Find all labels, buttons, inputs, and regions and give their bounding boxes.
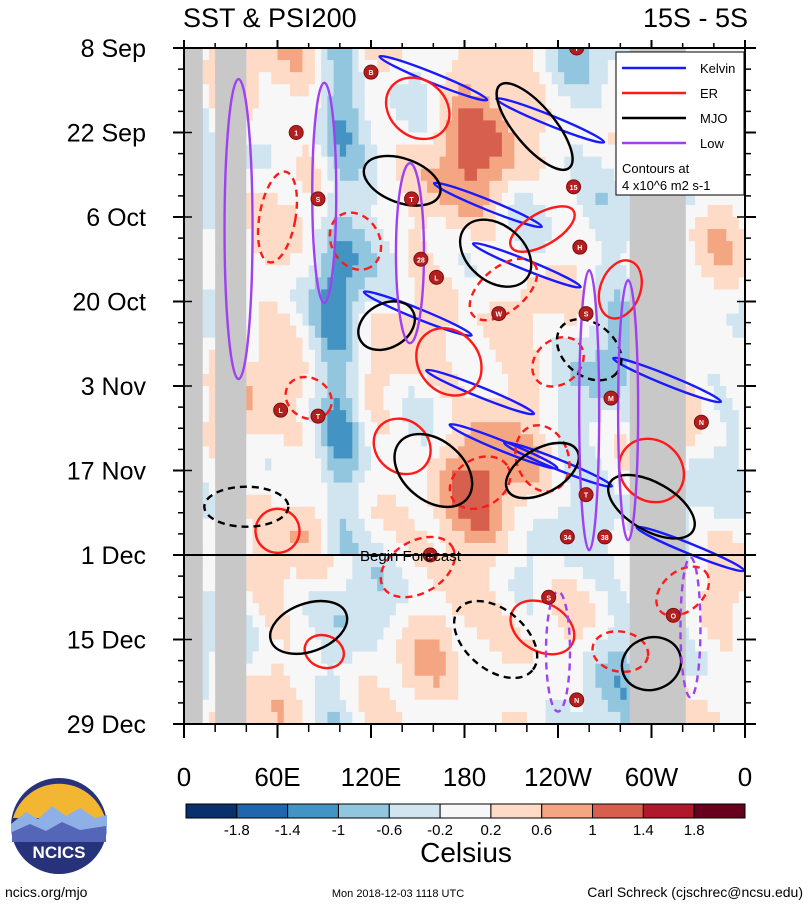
colorbar-bin <box>693 803 746 819</box>
tc-marker: 1 <box>288 125 304 140</box>
y-tick-label: 1 Dec <box>81 542 146 570</box>
y-tick-label: 15 Dec <box>67 627 146 655</box>
colorbar-label: -1.4 <box>275 822 301 839</box>
colorbar-label: 1 <box>588 822 596 839</box>
legend-note-2: 4 x10^6 m2 s-1 <box>622 178 710 193</box>
y-tick-label: 22 Sep <box>67 120 146 148</box>
legend-label: MJO <box>700 111 727 126</box>
tc-marker: 34 <box>559 529 575 545</box>
tc-marker: S <box>578 306 594 322</box>
x-tick-label: 60W <box>625 762 679 792</box>
timestamp: Mon 2018-12-03 1118 UTC <box>332 888 464 900</box>
region-label: 15S - 5S <box>643 3 748 33</box>
x-tick-label: 60E <box>254 762 300 792</box>
tc-marker: T <box>569 48 585 56</box>
site-link[interactable]: ncics.org/mjo <box>5 884 88 900</box>
legend-label: Low <box>700 136 724 151</box>
tc-marker: T <box>310 408 326 424</box>
y-tick-label: 20 Oct <box>72 289 146 317</box>
colorbar: -1.8 -1.4 -1 -0.6 -0.2 0.2 0.6 1 1.4 1.8 <box>185 803 746 839</box>
tc-marker: 28 <box>413 251 429 267</box>
legend: Kelvin ER MJO Low Contours at 4 x10^6 m2 s-… <box>615 51 745 196</box>
forecast-label: Begin Forecast <box>360 548 462 565</box>
colorbar-bin <box>236 803 289 819</box>
colorbar-bin <box>490 803 543 819</box>
tc-marker: O <box>665 607 681 623</box>
colorbar-label: 1.8 <box>684 822 705 839</box>
colorbar-bin <box>388 803 441 819</box>
ncics-logo: NCICS <box>11 778 107 874</box>
author-credit: Carl Schreck (cjschrec@ncsu.edu) <box>587 884 803 900</box>
colorbar-label: 0.2 <box>480 822 501 839</box>
colorbar-bin <box>592 803 644 819</box>
legend-note-1: Contours at <box>622 161 690 176</box>
colorbar-label: -0.2 <box>427 822 453 839</box>
tc-marker: N <box>569 692 585 708</box>
colorbar-label: -1 <box>332 822 345 839</box>
tc-marker: H <box>572 239 588 255</box>
tc-marker: M <box>603 390 619 406</box>
y-axis: 8 Sep 22 Sep 6 Oct 20 Oct 3 Nov 17 Nov 1 Dec 15… <box>67 35 756 739</box>
tc-marker: T <box>404 191 420 207</box>
x-tick-label: 0 <box>177 762 191 792</box>
colorbar-unit: Celsius <box>420 837 512 868</box>
tc-marker: S <box>310 191 326 207</box>
colorbar-bin <box>642 803 695 819</box>
y-tick-label: 6 Oct <box>86 204 146 232</box>
tc-marker: W <box>491 306 507 322</box>
tc-marker: B <box>363 64 379 80</box>
chart-title: SST & PSI200 <box>183 3 357 33</box>
legend-label: ER <box>700 86 718 101</box>
colorbar-label: 1.4 <box>633 822 654 839</box>
x-tick-label: 180 <box>443 762 486 792</box>
y-tick-label: 29 Dec <box>67 711 146 739</box>
colorbar-bin <box>287 803 339 819</box>
x-tick-label: 120W <box>524 762 592 792</box>
logo-text: NCICS <box>33 843 86 862</box>
tc-marker: N <box>693 414 709 430</box>
colorbar-bin <box>541 803 594 819</box>
tc-marker: S <box>541 589 557 605</box>
y-tick-label: 3 Nov <box>81 373 147 401</box>
colorbar-bin <box>337 803 390 819</box>
x-tick-label: 0 <box>738 762 752 792</box>
tc-marker: 38 <box>597 529 613 545</box>
colorbar-label: -1.8 <box>224 822 250 839</box>
x-axis: 0 60E 120E 180 120W 60W 0 <box>177 40 752 792</box>
tc-marker: T <box>578 487 594 503</box>
colorbar-label: 0.6 <box>531 822 552 839</box>
x-tick-label: 120E <box>341 762 402 792</box>
colorbar-bin <box>185 803 238 819</box>
legend-label: Kelvin <box>700 61 735 76</box>
colorbar-bin <box>439 803 492 819</box>
y-tick-label: 8 Sep <box>81 35 146 63</box>
tc-marker: 15 <box>566 179 582 195</box>
tc-marker: L <box>428 269 444 285</box>
y-tick-label: 17 Nov <box>67 458 147 486</box>
colorbar-label: -0.6 <box>376 822 402 839</box>
tc-marker: L <box>273 402 289 418</box>
